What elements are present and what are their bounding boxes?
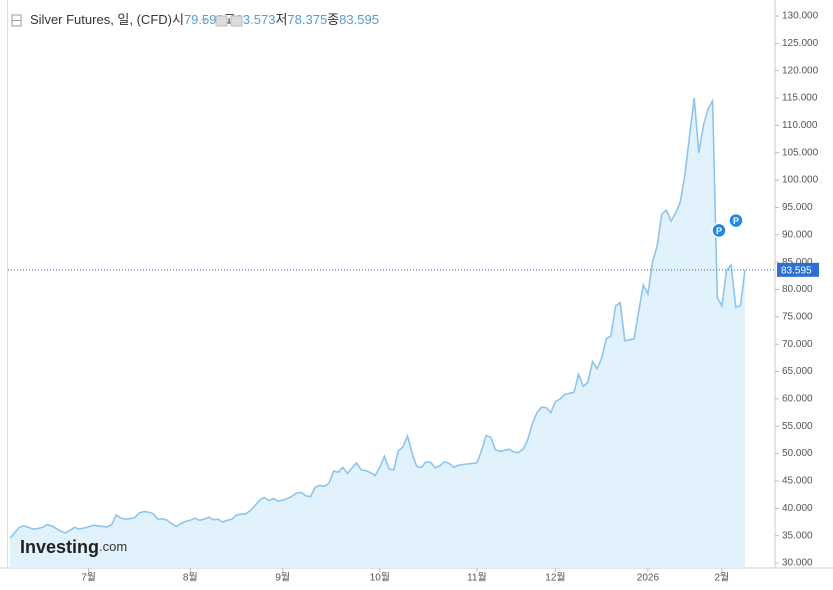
x-tick-label: 11월	[467, 572, 487, 584]
event-marker-label: P	[733, 216, 739, 226]
y-tick-label: 50.000	[782, 448, 813, 459]
y-tick-label: 120.000	[782, 65, 819, 76]
y-tick-label: 55.000	[782, 421, 813, 432]
event-marker-label: P	[716, 226, 722, 236]
settings-icon	[230, 15, 243, 27]
low-value: 78.375	[287, 12, 327, 27]
y-tick-label: 40.000	[782, 503, 813, 514]
y-tick-label: 60.000	[782, 394, 813, 405]
x-tick-label: 9월	[275, 572, 290, 584]
y-tick-label: 45.000	[782, 476, 813, 487]
x-tick-label: 2월	[715, 572, 730, 584]
y-tick-label: 110.000	[782, 120, 818, 131]
open-label: 시	[172, 12, 184, 27]
close-label: 종	[327, 12, 339, 27]
logo-brand: Investing	[20, 537, 99, 557]
y-tick-label: 70.000	[782, 339, 813, 350]
y-tick-label: 100.000	[782, 175, 819, 186]
logo-suffix: .com	[99, 539, 127, 554]
x-tick-label: 12월	[545, 572, 565, 584]
dropdown-icon	[201, 19, 207, 23]
y-tick-label: 95.000	[782, 202, 813, 213]
y-tick-label: 115.000	[782, 93, 818, 104]
x-tick-label: 10월	[370, 572, 390, 584]
y-tick-label: 75.000	[782, 311, 813, 322]
last-price-box	[777, 262, 819, 277]
last-price-label: 83.595	[781, 265, 812, 276]
x-tick-label: 2026	[637, 573, 660, 584]
y-tick-label: 85.000	[782, 257, 813, 268]
y-tick-label: 125.000	[782, 38, 819, 49]
event-marker	[728, 212, 744, 229]
y-tick-label: 30.000	[782, 558, 813, 569]
x-tick-label: 7월	[81, 572, 96, 584]
y-tick-label: 65.000	[782, 366, 813, 377]
y-tick-label: 90.000	[782, 229, 813, 240]
logo: Investing.com	[20, 537, 127, 557]
close-value: 83.595	[339, 12, 379, 27]
y-tick-label: 80.000	[782, 284, 813, 295]
area-fill	[10, 98, 745, 568]
y-tick-label: 35.000	[782, 530, 813, 541]
settings-icon	[215, 15, 228, 27]
title: Silver Futures, 일, (CFD)	[30, 12, 172, 27]
y-tick-label: 130.000	[782, 11, 819, 22]
y-tick-label: 105.000	[782, 147, 819, 158]
price-line	[9, 97, 746, 539]
event-marker	[711, 222, 727, 239]
x-tick-label: 8월	[183, 572, 198, 584]
low-label: 저	[275, 12, 287, 27]
high-value: 83.573	[236, 12, 276, 27]
chart-header: Silver Futures, 일, (CFD)시79.598고83.573저7…	[30, 12, 379, 27]
